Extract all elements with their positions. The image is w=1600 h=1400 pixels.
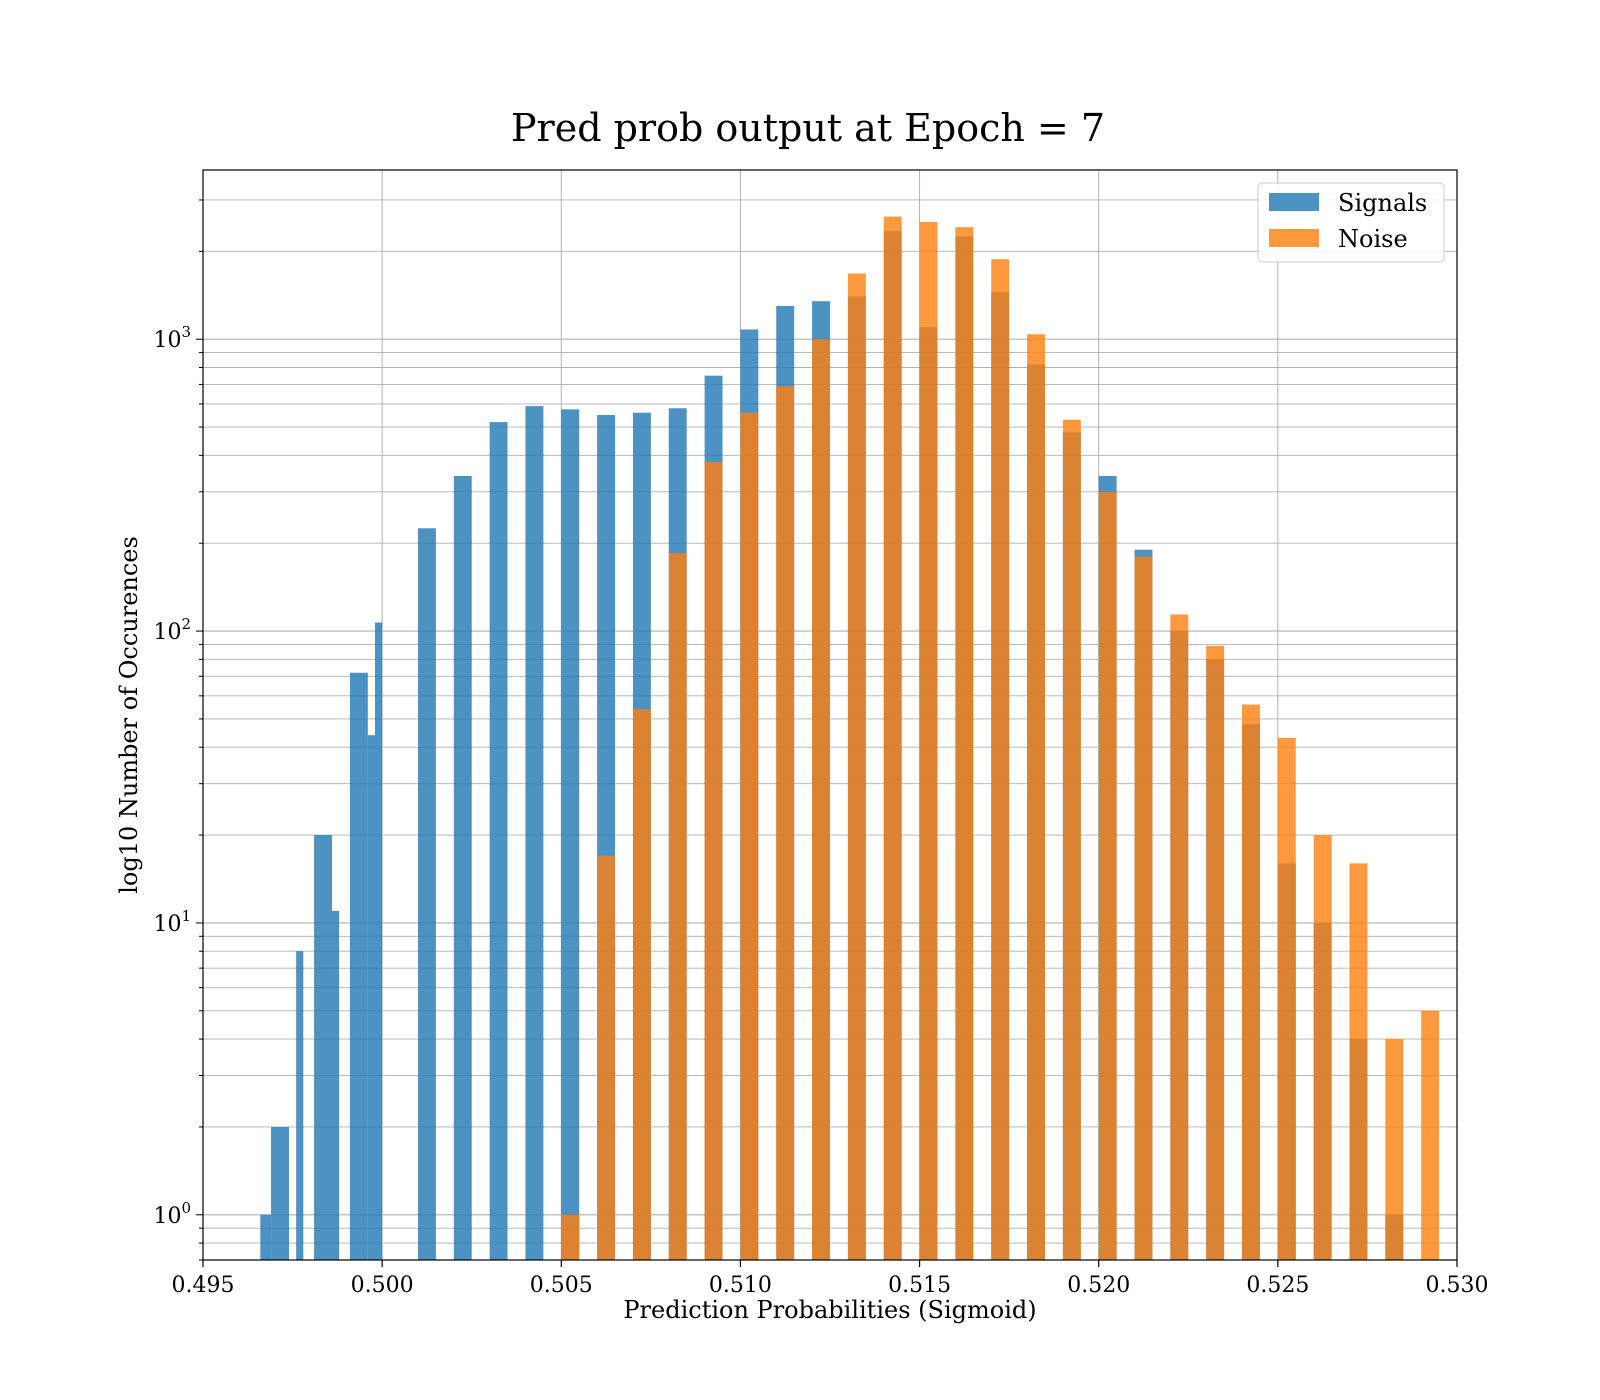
bar-noise — [1206, 645, 1225, 1260]
bar-noise — [632, 709, 651, 1260]
y-tick-label: 102 — [153, 615, 191, 645]
legend-swatch-signals — [1269, 193, 1319, 211]
bar-noise — [1062, 419, 1081, 1260]
x-tick-label: 0.505 — [530, 1273, 593, 1298]
plot-frame — [202, 169, 1458, 1261]
x-tick-label: 0.495 — [172, 1273, 235, 1298]
x-tick-label: 0.520 — [1067, 1273, 1130, 1298]
x-tick-label: 0.530 — [1426, 1273, 1489, 1298]
bar-noise — [1027, 334, 1045, 1260]
bar-noise — [955, 227, 974, 1260]
legend: Signals Noise — [1257, 182, 1445, 263]
x-tick-label: 0.515 — [888, 1273, 951, 1298]
bar-noise — [1098, 491, 1117, 1260]
bar-signals — [296, 951, 304, 1260]
bar-signals — [271, 1126, 289, 1260]
bar-noise — [1170, 614, 1189, 1260]
bar-signals — [349, 672, 368, 1260]
bar-noise — [561, 1214, 580, 1260]
bar-noise — [1421, 1010, 1440, 1260]
bar-noise — [1134, 556, 1153, 1260]
x-tick-label: 0.500 — [351, 1273, 414, 1298]
y-tick-label: 103 — [153, 323, 191, 353]
bar-signals — [417, 528, 436, 1260]
bar-noise — [1242, 704, 1260, 1260]
bar-noise — [919, 222, 938, 1260]
bar-noise — [740, 412, 759, 1261]
bar-noise — [597, 855, 616, 1260]
bar-signals — [561, 409, 580, 1261]
bar-noise — [776, 386, 795, 1261]
bar-signals — [331, 910, 340, 1260]
noise-bars — [561, 216, 1440, 1261]
bar-noise — [991, 259, 1010, 1261]
x-axis-label: Prediction Probabilities (Sigmoid) — [623, 1296, 1036, 1324]
x-tick-label: 0.525 — [1246, 1273, 1309, 1298]
bar-noise — [1277, 738, 1296, 1260]
bar-signals — [314, 835, 332, 1260]
bar-signals — [260, 1214, 272, 1260]
bar-noise — [1313, 835, 1332, 1260]
bar-signals — [489, 422, 508, 1260]
bar-noise — [704, 461, 723, 1260]
x-axis-ticks: 0.495 0.500 0.505 0.510 0.515 0.520 0.525 0.530 — [172, 1260, 1489, 1298]
legend-label-noise: Noise — [1338, 225, 1408, 253]
bar-noise — [847, 273, 866, 1260]
bar-noise — [668, 553, 687, 1260]
x-tick-label: 0.510 — [709, 1273, 772, 1298]
bar-noise — [883, 216, 902, 1261]
bar-signals — [453, 475, 472, 1261]
bar-signals — [374, 622, 383, 1260]
bar-noise — [1385, 1039, 1404, 1260]
chart-title: Pred prob output at Epoch = 7 — [511, 106, 1105, 150]
legend-label-signals: Signals — [1338, 189, 1427, 217]
y-tick-label: 100 — [153, 1199, 191, 1229]
y-axis-ticks: 100 101 102 103 — [153, 199, 203, 1261]
y-axis-label: log10 Number of Occurences — [115, 536, 143, 894]
legend-swatch-noise — [1269, 229, 1319, 247]
bar-signals — [525, 406, 544, 1260]
bar-noise — [1349, 863, 1368, 1260]
bar-signals — [367, 735, 375, 1260]
y-tick-label: 101 — [153, 907, 191, 937]
bar-noise — [812, 339, 830, 1260]
